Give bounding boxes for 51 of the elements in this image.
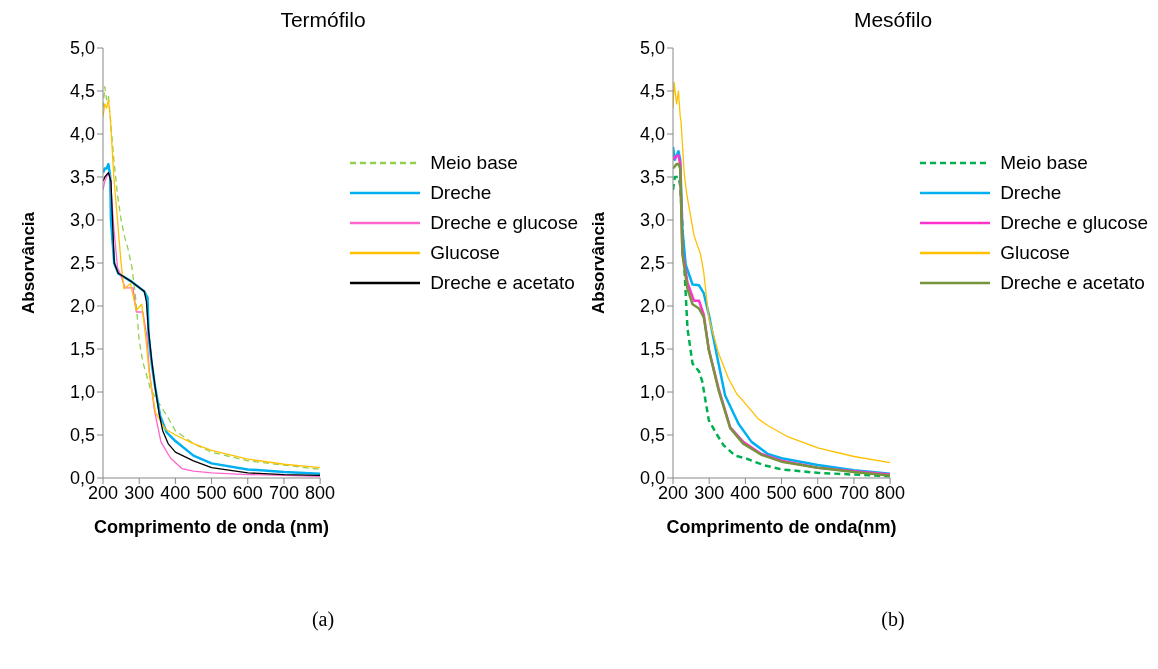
text: (b) (880, 608, 906, 631)
legend-label: Dreche (430, 181, 492, 205)
y-tick-label: 2,0 (69, 296, 95, 317)
y-tick-label: 3,5 (69, 167, 95, 188)
chart-title: Mesófilo (852, 8, 934, 33)
x-axis-title: Comprimento de onda(nm) (666, 517, 897, 537)
y-tick-label: 5,0 (69, 38, 95, 59)
y-tick-label: 0,5 (639, 425, 665, 446)
y-tick-label: 1,5 (639, 339, 665, 360)
line-series (673, 81, 891, 464)
legend-label: Dreche e acetato (430, 271, 575, 295)
legend-label: Dreche e glucose (430, 211, 578, 235)
x-tick-label: 700 (268, 482, 299, 503)
y-tick-label: 4,0 (639, 124, 665, 145)
x-tick-label: 800 (875, 482, 906, 503)
y-axis-title: Absorvância (589, 211, 609, 315)
legend-label: Dreche (1000, 181, 1062, 205)
x-tick-label: 400 (730, 482, 761, 503)
legend-label: Dreche e glucose (1000, 211, 1148, 235)
y-tick-label: 3,0 (69, 210, 95, 231)
x-tick-label: 600 (802, 482, 833, 503)
x-tick-label: 300 (124, 482, 155, 503)
y-tick-label: 3,5 (639, 167, 665, 188)
x-tick-label: 400 (160, 482, 191, 503)
legend-label: Glucose (430, 241, 500, 265)
y-tick-label: 3,0 (639, 210, 665, 231)
y-tick-label: 1,0 (639, 382, 665, 403)
legend-label: Dreche e acetato (1000, 271, 1145, 295)
legend-label: Meio base (430, 151, 518, 175)
y-tick-label: 4,0 (69, 124, 95, 145)
x-tick-label: 500 (196, 482, 227, 503)
x-axis-title: Comprimento de onda (nm) (94, 517, 330, 537)
y-tick-label: 5,0 (639, 38, 665, 59)
x-tick-label: 600 (232, 482, 263, 503)
y-tick-label: 0,5 (69, 425, 95, 446)
legend-label: Meio base (1000, 151, 1088, 175)
chart-title: Termófilo (279, 8, 367, 33)
x-tick-label: 700 (838, 482, 869, 503)
y-tick-label: 4,5 (639, 81, 665, 102)
y-tick-label: 2,5 (69, 253, 95, 274)
y-tick-label: 4,5 (69, 81, 95, 102)
x-tick-label: 300 (694, 482, 725, 503)
y-tick-label: 2,0 (639, 296, 665, 317)
y-tick-label: 1,0 (69, 382, 95, 403)
legend-label: Glucose (1000, 241, 1070, 265)
y-tick-label: 1,5 (69, 339, 95, 360)
y-tick-label: 2,5 (639, 253, 665, 274)
x-tick-label: 800 (305, 482, 336, 503)
y-axis-title: Absorvância (19, 211, 39, 315)
text: (a) (310, 608, 336, 631)
x-tick-label: 500 (766, 482, 797, 503)
